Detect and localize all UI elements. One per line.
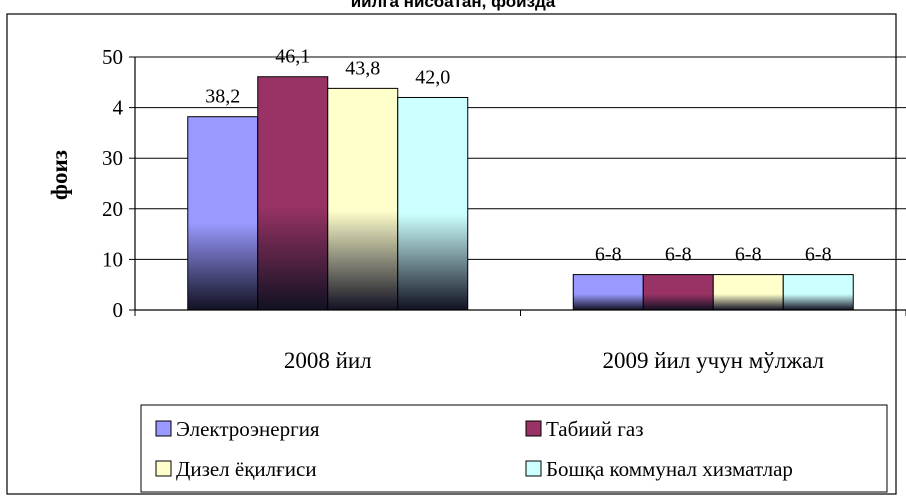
- data-label: 38,2: [205, 86, 240, 108]
- y-tick-label: 50: [102, 45, 123, 69]
- data-label: 6-8: [735, 244, 762, 266]
- data-label: 6-8: [595, 244, 622, 266]
- y-tick-label: 0: [113, 298, 124, 322]
- legend-label: Бошқа коммунал хизматлар: [546, 457, 793, 481]
- legend-swatch: [525, 420, 542, 437]
- chart-title: йилга нисбатан, фоизда: [351, 0, 556, 11]
- y-tick-label: 4: [113, 96, 124, 120]
- y-tick-label: 10: [102, 247, 123, 271]
- data-labels: 38,2 46,1 43,8 42,0 6-8 6-8 6-8 6-8: [205, 46, 831, 266]
- legend-box: [140, 404, 888, 493]
- x-category-label: 2008 йил: [284, 348, 372, 373]
- bar: [712, 274, 784, 311]
- bar: [187, 116, 259, 311]
- legend-label: Табиий газ: [546, 417, 644, 441]
- legend-label: Электроэнергия: [176, 417, 320, 441]
- data-label: 43,8: [345, 57, 380, 79]
- bars: [187, 76, 854, 311]
- data-label: 6-8: [665, 244, 692, 266]
- legend-swatch: [155, 420, 172, 437]
- bar: [572, 274, 644, 311]
- legend-swatch: [155, 460, 172, 477]
- x-category-label: 2009 йил учун мўлжал: [602, 348, 824, 373]
- axes: 0 10 20 30 4 50 2008 йил 2009 йил учун мўлжал: [102, 45, 906, 373]
- data-label: 42,0: [415, 66, 450, 88]
- bar: [782, 274, 854, 311]
- legend-swatch: [525, 460, 542, 477]
- y-tick-label: 30: [102, 146, 123, 170]
- bar: [642, 274, 714, 311]
- legend: Электроэнергия Табиий газ Дизел ёқилғиси Бо…: [155, 417, 793, 481]
- data-label: 46,1: [275, 46, 310, 68]
- bar: [257, 76, 329, 311]
- bar: [397, 96, 469, 311]
- y-tick-label: 20: [102, 197, 123, 221]
- y-axis-label: фоиз: [47, 150, 72, 200]
- legend-label: Дизел ёқилғиси: [176, 457, 317, 481]
- bar: [327, 87, 399, 311]
- data-label: 6-8: [805, 244, 832, 266]
